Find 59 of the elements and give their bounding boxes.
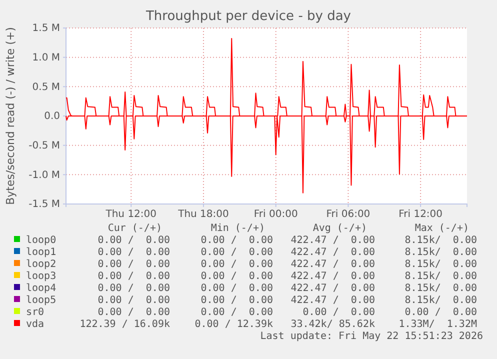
x-tick-label: Fri 00:00 — [254, 209, 298, 220]
text: 0.00 / 0.00 — [98, 271, 170, 282]
text: Last update: Fri May 22 15:51:23 2026 — [260, 331, 483, 342]
y-axis-title: Bytes/second read (-) / write (+) — [4, 27, 17, 205]
text: 0.00 / 0.00 — [302, 307, 375, 318]
text: 422.47 / 0.00 — [290, 247, 375, 258]
text: 422.47 / 0.00 — [290, 235, 375, 246]
legend-label: loop3 — [26, 271, 56, 282]
x-tick-label: Fri 06:00 — [326, 209, 370, 220]
text: 0.00 / 0.00 — [200, 295, 273, 306]
text: Min (-/+) — [210, 223, 265, 234]
text: 8.15k/ 0.00 — [404, 283, 477, 294]
text: 33.42k/ 85.62k — [290, 319, 375, 330]
y-tick-label: 1.5 M — [32, 23, 60, 34]
text: 8.15k/ 0.00 — [404, 295, 477, 306]
text: 422.47 / 0.00 — [290, 259, 375, 270]
legend-label: loop4 — [26, 283, 56, 294]
text: 0.00 / 0.00 — [200, 235, 273, 246]
legend-label: loop2 — [26, 259, 56, 270]
legend-label: loop5 — [26, 295, 56, 306]
text: 0.00 / 0.00 — [98, 295, 170, 306]
legend-label: vda — [26, 319, 44, 330]
y-tick-label: -1.5 M — [28, 199, 60, 210]
y-tick-label: 0.5 M — [32, 82, 60, 93]
text: 8.15k/ 0.00 — [404, 271, 477, 282]
text: 422.47 / 0.00 — [290, 283, 375, 294]
legend-label: loop0 — [26, 235, 56, 246]
x-tick-label: Thu 18:00 — [177, 209, 229, 220]
text: Cur (-/+) — [108, 223, 162, 234]
text: 0.00 / 0.00 — [98, 247, 170, 258]
text: 122.39 / 16.09k — [80, 319, 170, 330]
text: 422.47 / 0.00 — [290, 271, 375, 282]
text: 0.00 / 0.00 — [98, 235, 170, 246]
text: Max (-/+) — [414, 223, 469, 234]
text: 0.00 / 0.00 — [200, 259, 273, 270]
x-tick-label: Fri 12:00 — [398, 209, 443, 220]
legend-label: sr0 — [26, 307, 44, 318]
y-tick-label: 0.0 — [44, 111, 60, 122]
text: 0.00 / 0.00 — [98, 259, 170, 270]
text: 422.47 / 0.00 — [290, 295, 375, 306]
text: 0.00 / 0.00 — [200, 307, 273, 318]
y-tick-label: 1.0 M — [32, 52, 60, 64]
chart-title: Throughput per device - by day — [144, 9, 352, 24]
x-tick-label: Thu 12:00 — [104, 209, 157, 220]
y-tick-label: -0.5 M — [28, 140, 60, 152]
text: Avg (-/+) — [312, 223, 367, 234]
text: 0.00 / 0.00 — [200, 271, 273, 282]
text: 8.15k/ 0.00 — [404, 235, 477, 246]
text: 0.00 / 0.00 — [98, 283, 170, 294]
legend-label: loop1 — [26, 247, 56, 258]
text: 1.33M/ 1.32M — [398, 319, 477, 330]
text: 0.00 / 12.39k — [194, 319, 273, 330]
text: 8.15k/ 0.00 — [404, 259, 477, 270]
text: 8.15k/ 0.00 — [404, 247, 477, 258]
y-tick-label: -1.0 M — [28, 170, 60, 181]
text: 0.00 / 0.00 — [98, 307, 170, 318]
text: 0.00 / 0.00 — [200, 247, 273, 258]
text: 0.00 / 0.00 — [200, 283, 273, 294]
text: 0.00 / 0.00 — [404, 307, 477, 318]
